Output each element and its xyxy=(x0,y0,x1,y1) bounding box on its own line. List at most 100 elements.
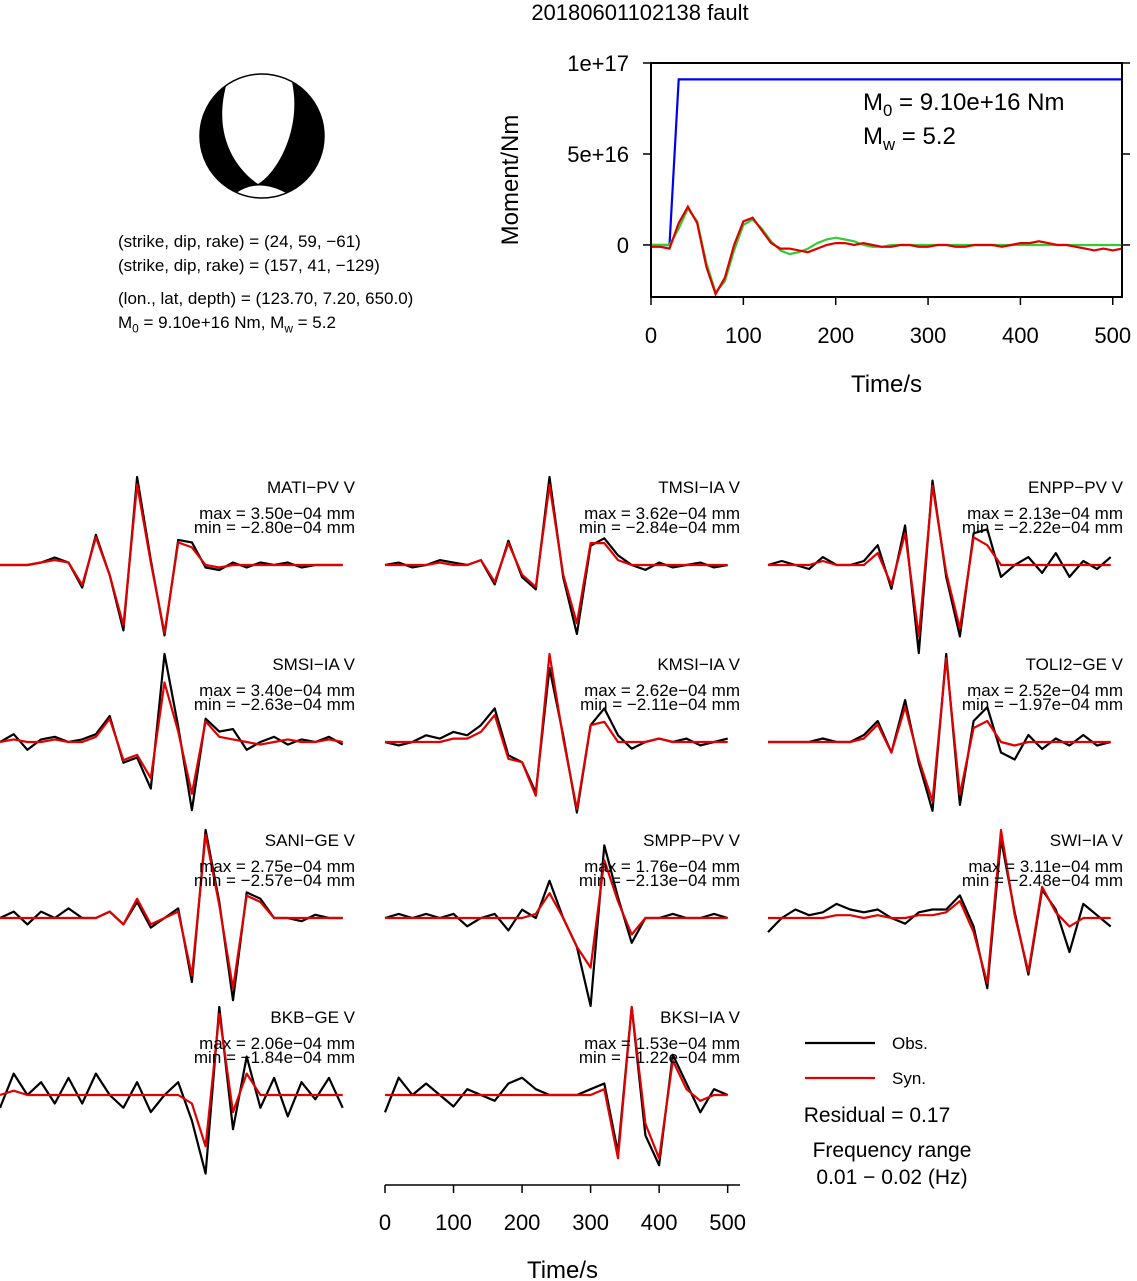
text: = 5.2 xyxy=(895,123,956,150)
annotation: Mw = 5.2 xyxy=(863,123,956,154)
min-label: min = −2.63e−04 mm xyxy=(194,695,355,714)
max-label: max = 1.76e−04 mm xyxy=(584,857,740,876)
station-name: BKB−GE V xyxy=(270,1008,355,1027)
synthetic-trace xyxy=(768,657,1111,803)
moment-line xyxy=(651,206,1122,295)
synthetic-trace xyxy=(385,652,728,811)
x-axis-label: Time/s xyxy=(527,1257,598,1281)
observed-trace xyxy=(0,475,343,637)
frequency-range: 0.01 − 0.02 (Hz) xyxy=(816,1166,967,1189)
observed-trace xyxy=(0,652,344,812)
moment-line xyxy=(651,204,1122,297)
x-axis-label: Time/s xyxy=(851,371,922,398)
min-label: min = −2.13e−04 mm xyxy=(579,871,740,890)
station-name: SMPP−PV V xyxy=(643,831,741,850)
synthetic-trace xyxy=(385,859,728,969)
x-tick-label: 400 xyxy=(1002,323,1039,348)
synthetic-trace xyxy=(0,681,343,795)
station-name: ENPP−PV V xyxy=(1028,478,1124,497)
y-axis-label: Moment/Nm xyxy=(497,115,524,246)
max-label: max = 3.40e−04 mm xyxy=(199,681,355,700)
subscript: 0 xyxy=(132,321,139,335)
y-tick-label: 5e+16 xyxy=(567,142,629,167)
min-label: min = −2.22e−04 mm xyxy=(962,518,1123,537)
x-tick-label: 100 xyxy=(435,1210,472,1235)
station-name: BKSI−IA V xyxy=(660,1008,741,1027)
beachball-dilatation xyxy=(236,185,286,199)
max-label: max = 2.06e−04 mm xyxy=(199,1034,355,1053)
max-label: max = 2.75e−04 mm xyxy=(199,857,355,876)
min-label: min = −2.57e−04 mm xyxy=(194,871,355,890)
focal-text: (strike, dip, rake) = (157, 41, −129) xyxy=(118,256,380,275)
beachball xyxy=(199,73,325,199)
symbol: M xyxy=(118,313,132,332)
symbol: M xyxy=(863,89,883,116)
max-label: max = 2.52e−04 mm xyxy=(967,681,1123,700)
x-tick-label: 200 xyxy=(504,1210,541,1235)
text: = 5.2 xyxy=(293,313,336,332)
legend-label: Obs. xyxy=(892,1034,928,1053)
x-tick-label: 0 xyxy=(645,323,657,348)
plot-frame xyxy=(650,62,1123,298)
min-label: min = −1.22e−04 mm xyxy=(579,1048,740,1067)
figure-title: 20180601102138 fault xyxy=(531,0,748,25)
station-name: KMSI−IA V xyxy=(657,655,740,674)
synthetic-trace xyxy=(0,483,343,634)
station-name: SMSI−IA V xyxy=(272,655,355,674)
annotation: M0 = 9.10e+16 Nm xyxy=(863,89,1064,120)
station-name: MATI−PV V xyxy=(267,478,356,497)
beachball-outline xyxy=(199,73,325,199)
subscript: w xyxy=(882,135,896,154)
station-name: SANI−GE V xyxy=(265,831,356,850)
synthetic-trace xyxy=(0,1012,343,1148)
station-name: TOLI2−GE V xyxy=(1026,655,1124,674)
synthetic-trace xyxy=(768,484,1111,638)
x-tick-label: 300 xyxy=(910,323,947,348)
max-label: max = 3.50e−04 mm xyxy=(199,504,355,523)
min-label: min = −2.11e−04 mm xyxy=(580,695,740,714)
min-label: min = −1.84e−04 mm xyxy=(194,1048,355,1067)
beachball-dilatation xyxy=(222,74,295,184)
residual: Residual = 0.17 xyxy=(804,1104,951,1127)
observed-trace xyxy=(383,1005,729,1167)
observed-trace xyxy=(0,1005,344,1175)
y-tick-label: 0 xyxy=(617,233,629,258)
max-label: max = 3.62e−04 mm xyxy=(584,504,740,523)
synthetic-trace xyxy=(385,483,728,625)
station-name: TMSI−IA V xyxy=(658,478,740,497)
min-label: min = −1.97e−04 mm xyxy=(962,695,1123,714)
moment-text: M0 = 9.10e+16 Nm, Mw = 5.2 xyxy=(118,313,336,335)
station-name: SWI−IA V xyxy=(1050,831,1124,850)
subscript: w xyxy=(283,321,293,335)
location-text: (lon., lat, depth) = (123.70, 7.20, 650.… xyxy=(118,289,413,308)
y-tick-label: 1e+17 xyxy=(567,51,629,76)
legend-label: Syn. xyxy=(892,1069,926,1088)
focal-text: (strike, dip, rake) = (24, 59, −61) xyxy=(118,232,361,251)
min-label: min = −2.84e−04 mm xyxy=(579,518,740,537)
max-label: max = 2.62e−04 mm xyxy=(584,681,740,700)
x-tick-label: 100 xyxy=(725,323,762,348)
x-tick-label: 200 xyxy=(817,323,854,348)
x-tick-label: 500 xyxy=(709,1210,746,1235)
text: = 9.10e+16 Nm, xyxy=(139,313,270,332)
synthetic-trace xyxy=(0,833,343,990)
text: = 9.10e+16 Nm xyxy=(892,89,1064,116)
moment-line xyxy=(651,78,1122,247)
x-tick-label: 500 xyxy=(1094,323,1131,348)
min-label: min = −2.48e−04 mm xyxy=(962,871,1123,890)
x-tick-label: 300 xyxy=(572,1210,609,1235)
max-label: max = 1.53e−04 mm xyxy=(584,1034,740,1053)
max-label: max = 2.13e−04 mm xyxy=(967,504,1123,523)
max-label: max = 3.11e−04 mm xyxy=(968,857,1123,876)
frequency-title: Frequency range xyxy=(813,1139,972,1162)
symbol: M xyxy=(863,123,883,150)
synthetic-trace xyxy=(385,1005,728,1160)
x-tick-label: 400 xyxy=(641,1210,678,1235)
symbol: M xyxy=(270,313,284,332)
observed-trace xyxy=(384,475,728,636)
synthetic-trace xyxy=(768,828,1111,985)
x-tick-label: 0 xyxy=(379,1210,391,1235)
min-label: min = −2.80e−04 mm xyxy=(194,518,355,537)
subscript: 0 xyxy=(883,101,892,120)
